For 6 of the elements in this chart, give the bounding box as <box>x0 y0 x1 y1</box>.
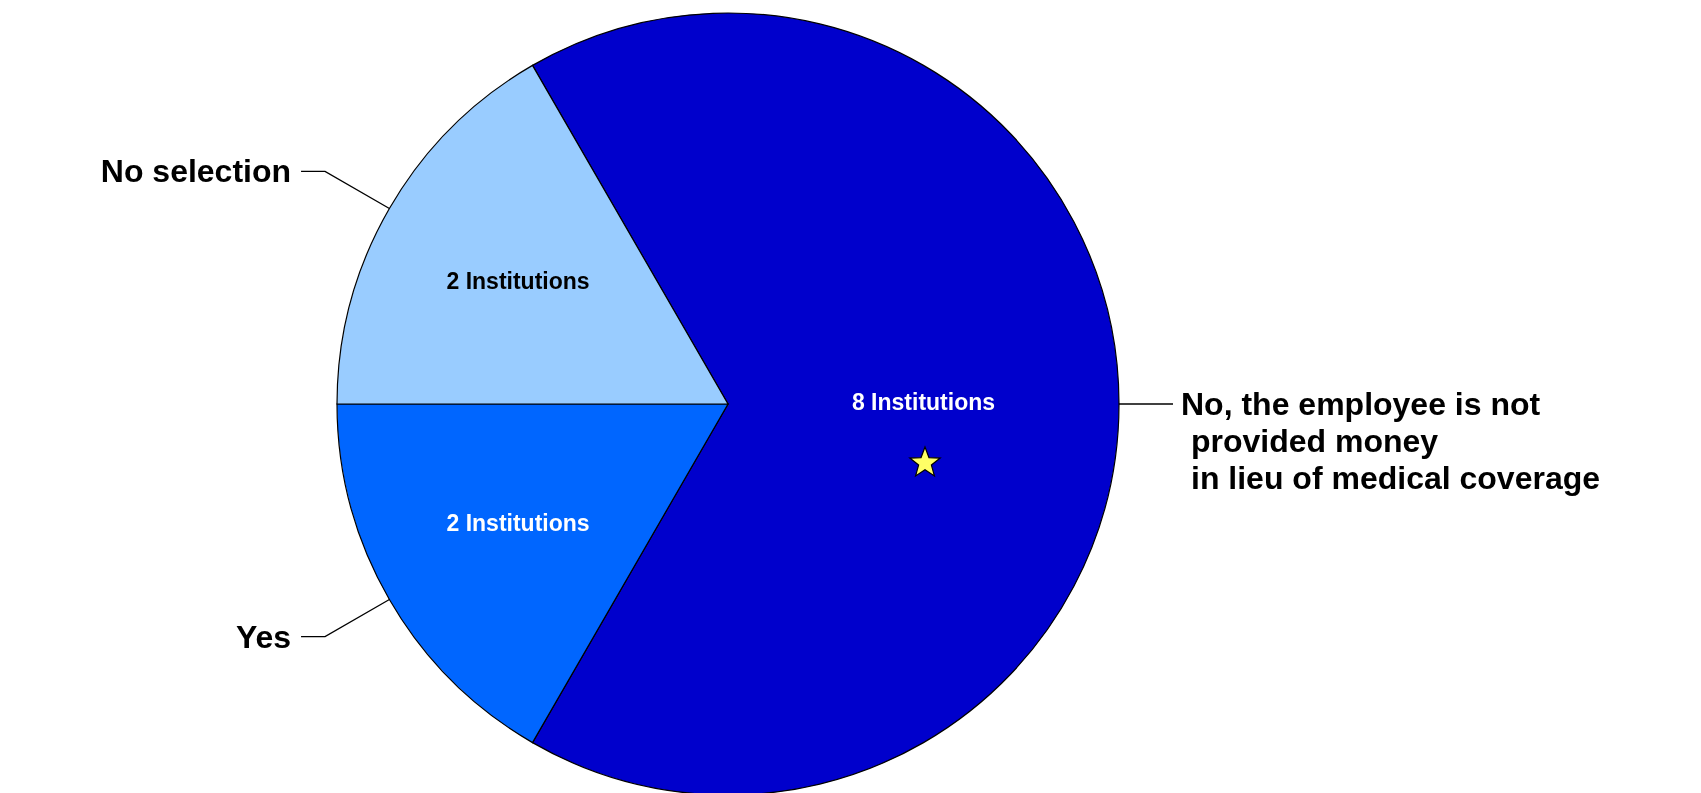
slice-label: Yes <box>235 618 292 655</box>
data-label: 2 Institutions <box>446 510 590 537</box>
slice-label: No, the employee is not provided money in lieu of medical coverage <box>1181 386 1601 496</box>
slice-label: No selection <box>100 153 292 190</box>
data-label: 2 Institutions <box>446 267 590 294</box>
data-label: 8 Institutions <box>851 389 996 416</box>
